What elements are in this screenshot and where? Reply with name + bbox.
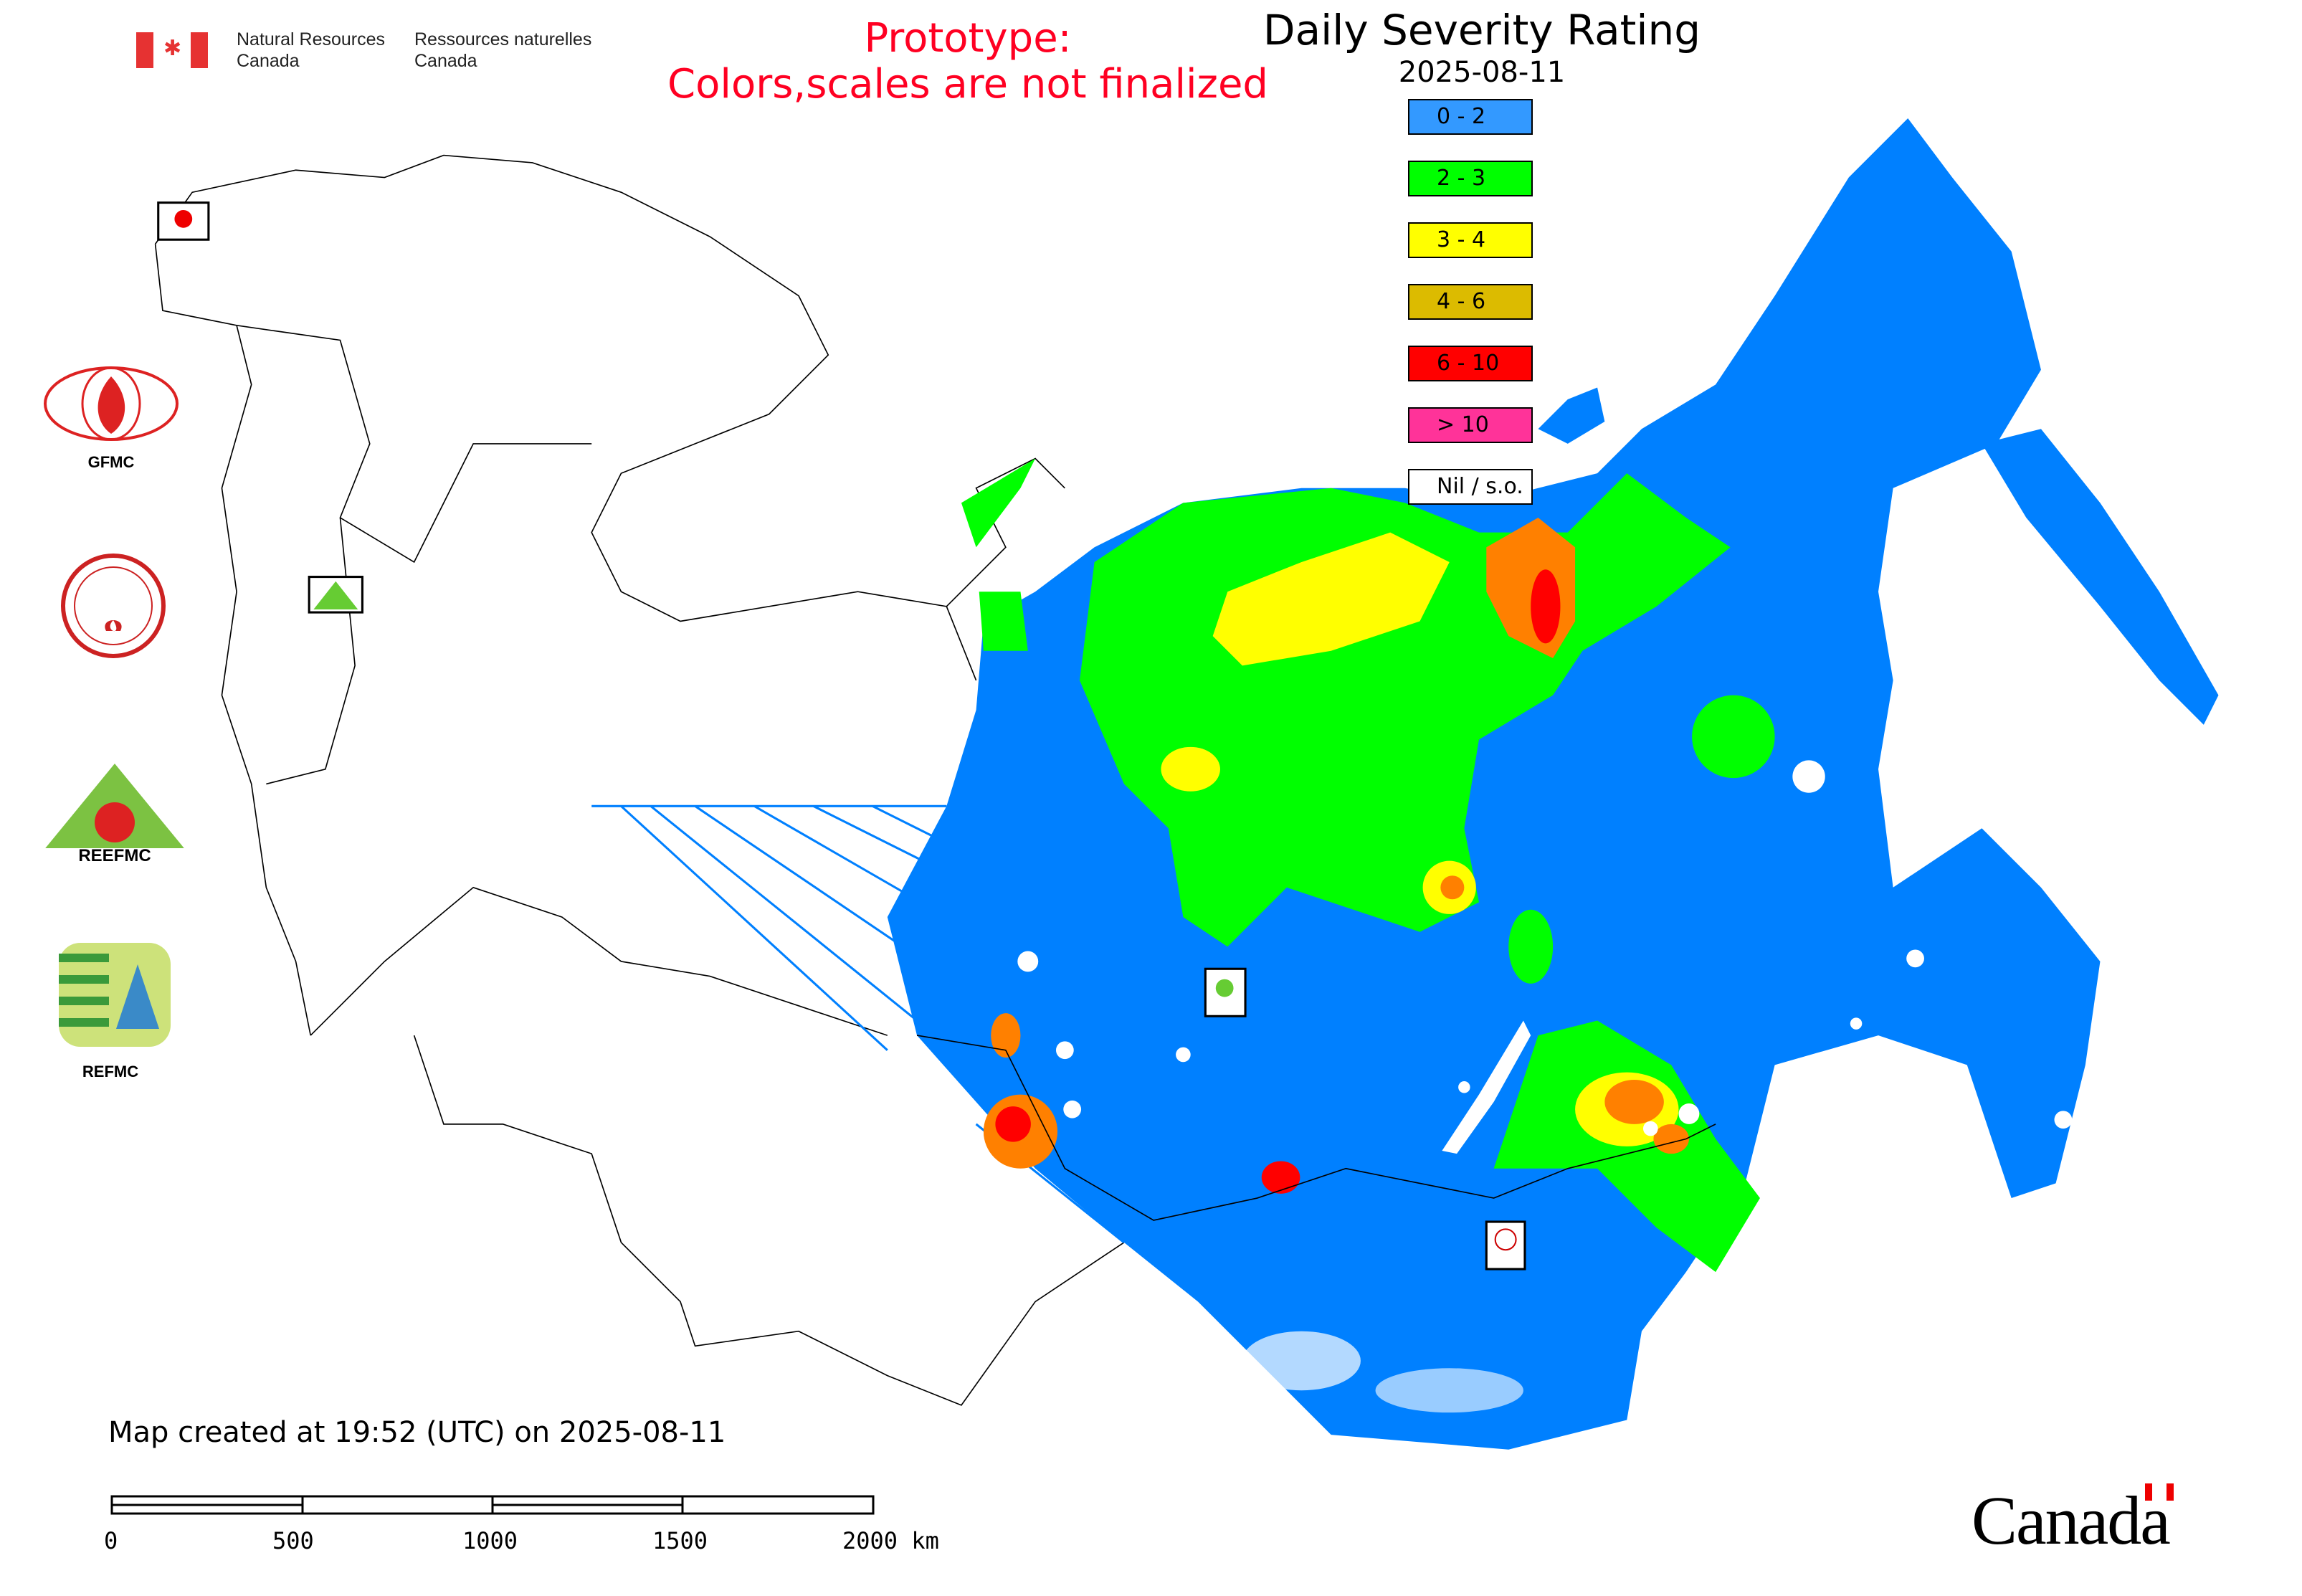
legend-item: 3 - 4 (1408, 222, 1533, 258)
region-3-4-patch (1161, 746, 1220, 792)
legend-item: 4 - 6 (1408, 284, 1533, 320)
gfmc-label: GFMC (87, 453, 135, 471)
region-6-10-patch (995, 1106, 1031, 1142)
canada-flag-icon (2144, 1483, 2174, 1501)
rcafmrc-logo (60, 552, 167, 660)
refmc-label: REFMC (82, 1063, 139, 1080)
scale-tick-label: 1000 (462, 1527, 518, 1554)
refmc-emblem-icon (59, 943, 171, 1047)
org-fr-line1: Ressources naturelles (414, 29, 592, 49)
org-name-en: Natural Resources Canada (237, 29, 385, 72)
org-name-fr: Ressources naturelles Canada (414, 29, 591, 72)
region-4-6-patch (1604, 1079, 1664, 1124)
org-en-line1: Natural Resources (237, 29, 386, 49)
canada-wordmark: Canada (1972, 1481, 2174, 1560)
legend-item: 0 - 2 (1408, 99, 1533, 135)
svg-text:REEFMC: REEFMC (78, 846, 151, 864)
nrcan-logo: ✱ (136, 32, 208, 68)
region-2-3-west (961, 458, 1036, 651)
prototype-line2: Colors,scales are not finalized (667, 61, 1268, 108)
scale-tick-label: 2000 km (842, 1527, 939, 1554)
region-6-10-patch (1261, 1161, 1300, 1194)
org-fr-line2: Canada (414, 51, 477, 71)
region-4-6-patch (1653, 1124, 1689, 1154)
region-0-2 (887, 118, 2101, 1450)
prototype-line1: Prototype: (864, 15, 1072, 62)
canada-wordmark-text: Canada (1972, 1482, 2171, 1559)
org-en-line2: Canada (237, 51, 300, 71)
gfmc-emblem-icon (44, 366, 179, 441)
region-2-3-patch (1508, 909, 1554, 984)
scale-tick-label: 500 (272, 1527, 314, 1554)
map-title: Daily Severity Rating (1262, 6, 1701, 54)
scale-tick-label: 0 (104, 1527, 118, 1554)
legend-item: 6 - 10 (1408, 346, 1533, 381)
region-2-3-east (1692, 695, 1775, 779)
prototype-notice: Prototype: Colors,scales are not finaliz… (645, 16, 1290, 108)
arctic-islands (1538, 387, 1605, 444)
reefmc-emblem-icon: REEFMC (39, 764, 190, 865)
region-6-10 (1531, 569, 1561, 644)
refmc-logo (59, 943, 171, 1047)
nil-spots (1017, 760, 2073, 1413)
legend-item: > 10 (1408, 407, 1533, 443)
map-created-note: Map created at 19:52 (UTC) on 2025-08-11 (108, 1416, 726, 1449)
rcafmrc-emblem-icon (61, 554, 166, 658)
maple-leaf-icon: ✱ (163, 36, 182, 61)
region-4-6-patch (991, 1013, 1021, 1058)
gfmc-logo (42, 362, 181, 448)
legend-item: Nil / s.o. (1408, 469, 1533, 505)
reefmc-logo: REEFMC (39, 764, 190, 865)
national-border (916, 1035, 1716, 1221)
lake-baikal (1442, 1020, 1531, 1154)
legend-item: 2 - 3 (1408, 161, 1533, 196)
region-3-4 (1212, 532, 1450, 666)
region-4-6-patch (1440, 875, 1465, 900)
map-date: 2025-08-11 (1398, 56, 1566, 89)
kamchatka (1982, 429, 2219, 725)
scale-bar (110, 1495, 875, 1515)
scale-tick-label: 1500 (652, 1527, 708, 1554)
